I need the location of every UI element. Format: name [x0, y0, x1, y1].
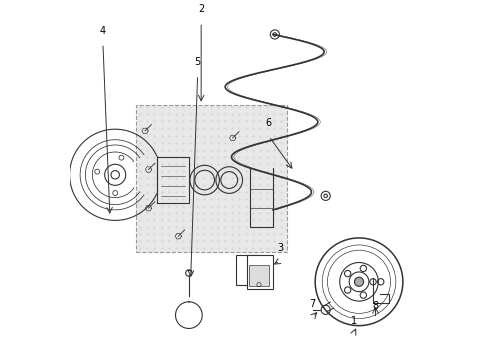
Text: 2: 2	[198, 4, 204, 14]
Text: 4: 4	[100, 26, 106, 36]
Bar	[249, 265, 269, 286]
Circle shape	[354, 277, 364, 286]
Text: 8: 8	[372, 301, 379, 311]
Bar	[236, 256, 259, 285]
Text: 6: 6	[266, 118, 272, 129]
Text: 1: 1	[351, 316, 357, 326]
Text: 7: 7	[310, 299, 316, 309]
Bar	[247, 256, 273, 289]
Bar	[136, 105, 287, 252]
Text: 3: 3	[277, 243, 283, 253]
Text: 5: 5	[195, 57, 201, 67]
